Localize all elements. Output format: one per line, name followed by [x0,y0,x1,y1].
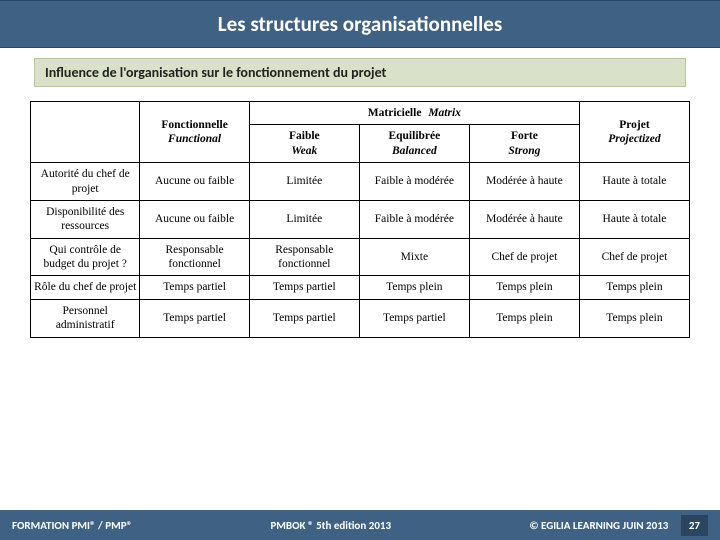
row-head: Personnel administratif [31,299,140,337]
slide: Les structures organisationnelles Influe… [0,0,720,540]
cell: Temps partiel [359,299,469,337]
col-balanced: Equilibrée Balanced [359,125,469,163]
cell: Haute à totale [579,163,689,201]
table-row: Qui contrôle de budget du projet ? Respo… [31,238,690,276]
col-project: Projet Projectized [579,102,689,163]
table-row: Rôle du chef de projet Temps partiel Tem… [31,276,690,299]
cell: Limitée [249,200,359,238]
title-bar: Les structures organisationnelles [0,0,720,48]
row-head: Rôle du chef de projet [31,276,140,299]
cell: Temps plein [469,276,579,299]
cell: Faible à modérée [359,163,469,201]
header-blank [31,102,140,163]
cell: Limitée [249,163,359,201]
cell: Aucune ou faible [140,200,249,238]
cell: Temps plein [469,299,579,337]
cell: Temps plein [579,276,689,299]
col-matrix: Matricielle Matrix [249,102,579,125]
col-project-en: Projectized [582,132,687,146]
col-matrix-en: Matrix [428,107,461,119]
col-functional: Fonctionnelle Functional [140,102,249,163]
col-functional-fr: Fonctionnelle [161,119,227,131]
row-head: Disponibilité des ressources [31,200,140,238]
col-balanced-en: Balanced [362,144,467,158]
table-row: Autorité du chef de projet Aucune ou fai… [31,163,690,201]
cell: Modérée à haute [469,163,579,201]
cell: Faible à modérée [359,200,469,238]
footer-bar: FORMATION PMI® / PMP® PMBOK ® 5th editio… [0,510,720,540]
row-head: Autorité du chef de projet [31,163,140,201]
slide-title: Les structures organisationnelles [218,11,502,37]
subtitle: Influence de l'organisation sur le fonct… [34,58,686,87]
table-body: Autorité du chef de projet Aucune ou fai… [31,163,690,337]
row-head: Qui contrôle de budget du projet ? [31,238,140,276]
col-weak-fr: Faible [289,130,320,142]
content-area: Fonctionnelle Functional Matricielle Mat… [0,87,720,510]
col-strong-fr: Forte [511,130,538,142]
col-strong: Forte Strong [469,125,579,163]
cell: Chef de projet [469,238,579,276]
footer-right: © EGILIA LEARNING JUIN 2013 27 [529,515,708,536]
cell: Chef de projet [579,238,689,276]
footer-copyright: © EGILIA LEARNING JUIN 2013 [529,519,668,532]
subtitle-wrap: Influence de l'organisation sur le fonct… [0,48,720,87]
cell: Temps partiel [140,276,249,299]
cell: Responsable fonctionnel [249,238,359,276]
col-matrix-fr: Matricielle [368,107,422,119]
col-weak: Faible Weak [249,125,359,163]
cell: Modérée à haute [469,200,579,238]
col-functional-en: Functional [142,132,246,146]
cell: Temps plein [359,276,469,299]
cell: Responsable fonctionnel [140,238,249,276]
org-table: Fonctionnelle Functional Matricielle Mat… [30,101,690,338]
footer-left: FORMATION PMI® / PMP® [12,519,132,532]
cell: Mixte [359,238,469,276]
cell: Temps plein [579,299,689,337]
cell: Temps partiel [249,299,359,337]
page-number: 27 [681,515,708,536]
footer-center: PMBOK ® 5th edition 2013 [132,519,529,532]
col-strong-en: Strong [472,144,577,158]
cell: Temps partiel [140,299,249,337]
cell: Temps partiel [249,276,359,299]
table-row: Personnel administratif Temps partiel Te… [31,299,690,337]
col-balanced-fr: Equilibrée [388,130,440,142]
col-weak-en: Weak [252,144,357,158]
col-project-fr: Projet [619,119,649,131]
table-row: Disponibilité des ressources Aucune ou f… [31,200,690,238]
cell: Aucune ou faible [140,163,249,201]
cell: Haute à totale [579,200,689,238]
